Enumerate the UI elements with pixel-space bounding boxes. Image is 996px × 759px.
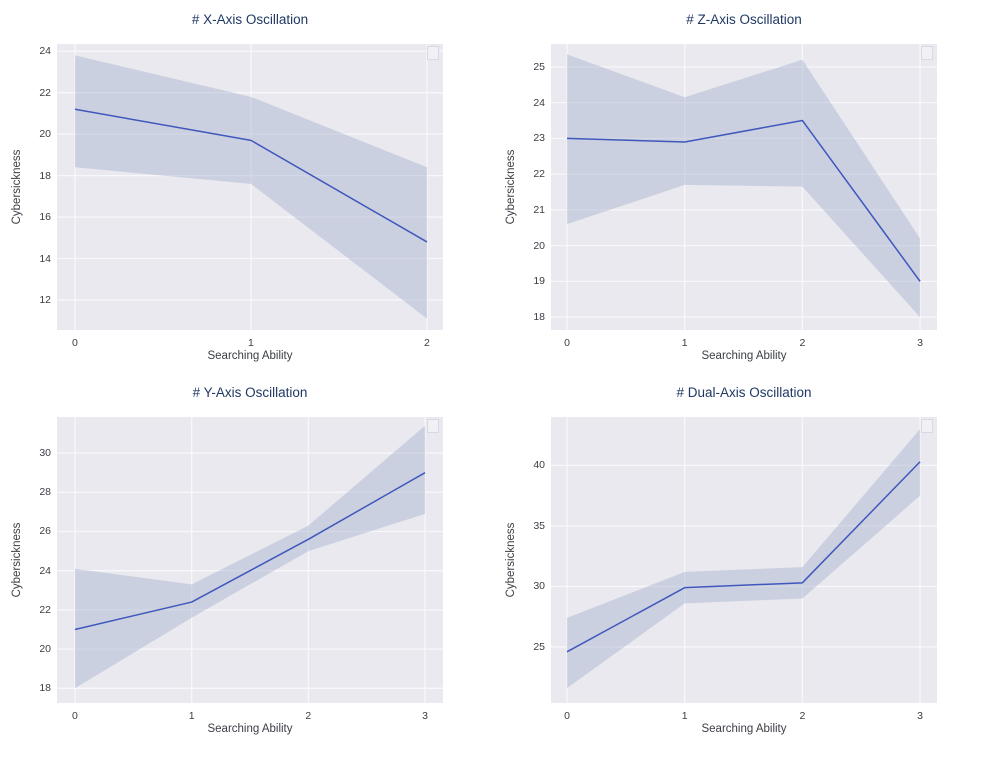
y-tick-label: 21 [533, 203, 545, 216]
x-tick-label: 0 [564, 710, 570, 722]
y-tick-label: 24 [533, 96, 545, 109]
legend-box [921, 419, 933, 433]
x-tick-label: 2 [799, 710, 806, 722]
y-tick-label: 22 [39, 603, 51, 616]
subplot-x-axis-oscillation: # X-Axis Oscillation Cybersickness Searc… [0, 0, 498, 386]
subplot-dual-axis-oscillation: # Dual-Axis Oscillation Cybersickness Se… [498, 373, 996, 759]
confidence-band [567, 54, 921, 318]
y-tick-label: 24 [39, 45, 51, 58]
subplot-z-axis-oscillation: # Z-Axis Oscillation Cybersickness Searc… [498, 0, 996, 386]
y-tick-label: 30 [533, 580, 545, 593]
x-tick-label: 1 [188, 710, 195, 722]
x-tick-label: 3 [917, 337, 923, 349]
chart-svg [57, 417, 443, 703]
x-tick-label: 0 [564, 337, 570, 349]
y-tick-label: 20 [39, 643, 51, 656]
y-tick-label: 18 [39, 169, 51, 182]
x-tick-label: 3 [917, 710, 923, 722]
x-tick-label: 1 [248, 337, 254, 349]
y-tick-label: 30 [39, 447, 51, 460]
y-tick-label: 18 [533, 311, 545, 324]
trend-line [74, 108, 428, 243]
confidence-band [74, 425, 426, 689]
x-tick-label: 0 [72, 337, 78, 349]
y-tick-label: 25 [533, 640, 545, 653]
plot-area [57, 44, 443, 330]
plot-area [551, 44, 937, 330]
trend-line [74, 472, 426, 631]
x-axis-label: Searching Ability [701, 350, 787, 362]
chart-svg [551, 417, 937, 703]
confidence-band [567, 429, 921, 689]
x-tick-label: 1 [681, 710, 688, 722]
chart-svg [551, 44, 937, 330]
y-tick-label: 19 [533, 275, 545, 288]
axes-background [551, 417, 937, 703]
plot-area [551, 417, 937, 703]
y-tick-label: 35 [533, 519, 545, 532]
legend-box [921, 46, 933, 60]
y-tick-label: 18 [39, 682, 51, 695]
confidence-band [74, 55, 427, 319]
x-tick-label: 1 [681, 337, 688, 349]
chart-title: # Dual-Axis Oscillation [676, 385, 812, 400]
x-tick-label: 3 [422, 710, 428, 722]
y-tick-label: 14 [39, 252, 51, 265]
y-tick-label: 22 [533, 168, 545, 181]
y-tick-label: 28 [39, 486, 51, 499]
y-tick-label: 40 [533, 459, 545, 472]
trend-line [566, 461, 921, 653]
x-tick-label: 2 [424, 337, 430, 349]
y-tick-label: 16 [39, 211, 51, 224]
y-tick-label: 23 [533, 132, 545, 145]
axes-background [57, 417, 443, 703]
y-tick-label: 20 [39, 128, 51, 141]
x-tick-label: 0 [72, 710, 78, 722]
chart-title: # Z-Axis Oscillation [686, 12, 802, 27]
chart-title: # X-Axis Oscillation [191, 12, 309, 27]
chart-title: # Y-Axis Oscillation [192, 385, 308, 400]
y-tick-label: 22 [39, 86, 51, 99]
x-tick-label: 2 [799, 337, 806, 349]
subplot-y-axis-oscillation: # Y-Axis Oscillation Cybersickness Searc… [0, 373, 498, 759]
axes-background [57, 44, 443, 330]
y-tick-label: 26 [39, 525, 51, 538]
axes-background [551, 44, 937, 330]
y-tick-label: 12 [39, 293, 51, 306]
y-tick-label: 25 [533, 60, 545, 73]
trend-line [566, 119, 921, 282]
legend-box [427, 46, 439, 60]
x-tick-label: 2 [305, 710, 312, 722]
x-axis-label: Searching Ability [701, 723, 787, 735]
x-axis-label: Searching Ability [207, 350, 293, 362]
plot-area [57, 417, 443, 703]
chart-svg [57, 44, 443, 330]
y-tick-label: 20 [533, 239, 545, 252]
legend-box [427, 419, 439, 433]
x-axis-label: Searching Ability [207, 723, 293, 735]
y-tick-label: 24 [39, 564, 51, 577]
